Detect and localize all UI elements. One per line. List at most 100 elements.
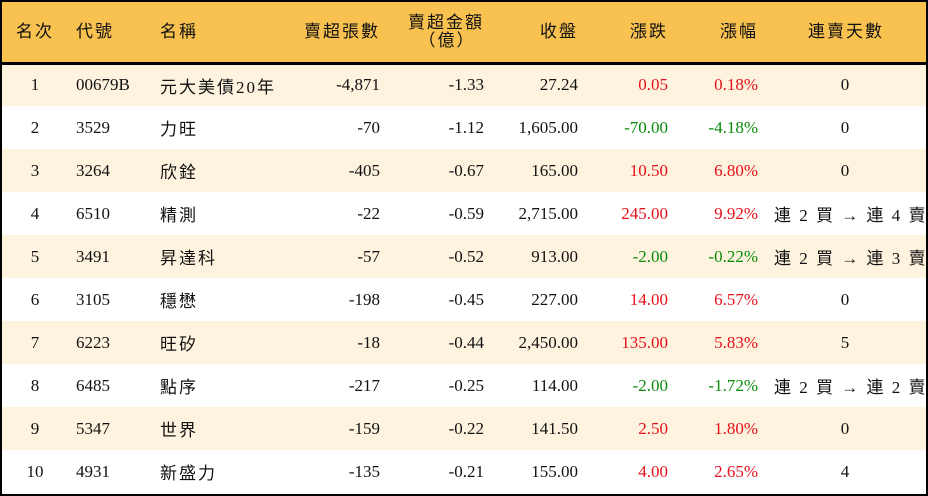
cell-close: 165.00 xyxy=(531,160,578,180)
cell-rank: 5 xyxy=(30,246,40,266)
cell-net-sell-lots: -198 xyxy=(348,289,380,309)
cell-change-pct: 0.18% xyxy=(714,75,758,95)
table-row: 5 3491 昇達科 -57 -0.52 913.00 -2.00 -0.22%… xyxy=(2,235,926,278)
cell-rank: 6 xyxy=(30,289,40,309)
cell-change-pct: -4.18% xyxy=(708,117,758,137)
cell-rank: 7 xyxy=(30,332,40,352)
cell-net-sell-amount: -1.12 xyxy=(448,117,484,137)
cell-close: 155.00 xyxy=(531,461,578,481)
table-row: 2 3529 力旺 -70 -1.12 1,605.00 -70.00 -4.1… xyxy=(2,106,926,149)
cell-close: 913.00 xyxy=(531,246,578,266)
cell-net-sell-lots: -4,871 xyxy=(336,75,380,95)
cell-rank: 4 xyxy=(30,203,40,223)
cell-code: 00679B xyxy=(76,75,130,95)
table-row: 10 4931 新盛力 -135 -0.21 155.00 4.00 2.65%… xyxy=(2,450,926,493)
cell-name: 穩懋 xyxy=(160,292,198,311)
header-net-sell-amount: 賣超金額 （億） xyxy=(388,2,492,65)
cell-name: 元大美債20年 xyxy=(160,77,276,97)
cell-rank: 1 xyxy=(30,75,40,95)
cell-net-sell-lots: -135 xyxy=(348,461,380,481)
header-net-sell-amount-label: 賣超金額 xyxy=(408,12,484,32)
cell-name: 欣銓 xyxy=(160,163,198,182)
cell-close: 2,450.00 xyxy=(518,332,579,352)
table-row: 4 6510 精測 -22 -0.59 2,715.00 245.00 9.92… xyxy=(2,192,926,235)
cell-change-pct: -0.22% xyxy=(708,246,758,266)
table-row: 3 3264 欣銓 -405 -0.67 165.00 10.50 6.80% … xyxy=(2,149,926,192)
table-row: 8 6485 點序 -217 -0.25 114.00 -2.00 -1.72%… xyxy=(2,364,926,407)
cell-rank: 10 xyxy=(26,461,44,481)
cell-net-sell-lots: -159 xyxy=(348,418,380,438)
cell-change-pct: 1.80% xyxy=(714,418,758,438)
cell-change-pct: 2.65% xyxy=(714,461,758,481)
cell-net-sell-amount: -0.59 xyxy=(448,203,484,223)
cell-change: 0.05 xyxy=(638,75,668,95)
header-net-sell-amount-unit: （億） xyxy=(418,30,476,50)
cell-change: 14.00 xyxy=(629,289,668,309)
header-net-sell-lots: 賣超張數 xyxy=(290,2,388,65)
table-row: 6 3105 穩懋 -198 -0.45 227.00 14.00 6.57% … xyxy=(2,278,926,321)
table-row: 9 5347 世界 -159 -0.22 141.50 2.50 1.80% 0 xyxy=(2,407,926,450)
cell-net-sell-lots: -22 xyxy=(357,203,380,223)
cell-net-sell-lots: -405 xyxy=(348,160,380,180)
table-row: 7 6223 旺矽 -18 -0.44 2,450.00 135.00 5.83… xyxy=(2,321,926,364)
cell-close: 1,605.00 xyxy=(518,117,579,137)
cell-consecutive-sell-days: 連 2 買 → 連 3 賣 xyxy=(774,249,928,268)
cell-net-sell-amount: -1.33 xyxy=(448,75,484,95)
cell-code: 3105 xyxy=(76,289,110,309)
cell-code: 3264 xyxy=(76,160,110,180)
header-change: 漲跌 xyxy=(586,2,676,65)
cell-close: 141.50 xyxy=(531,418,578,438)
cell-net-sell-amount: -0.22 xyxy=(448,418,484,438)
cell-rank: 3 xyxy=(30,160,40,180)
cell-name: 點序 xyxy=(160,378,198,397)
cell-consecutive-sell-days: 連 2 買 → 連 4 賣 xyxy=(774,206,928,225)
cell-net-sell-lots: -57 xyxy=(357,246,380,266)
cell-code: 3491 xyxy=(76,246,110,266)
cell-code: 6510 xyxy=(76,203,110,223)
cell-name: 力旺 xyxy=(160,120,198,139)
cell-consecutive-sell-days: 0 xyxy=(840,75,852,95)
cell-change: 10.50 xyxy=(629,160,668,180)
cell-net-sell-lots: -18 xyxy=(357,332,380,352)
header-close: 收盤 xyxy=(492,2,586,65)
cell-code: 6223 xyxy=(76,332,110,352)
cell-name: 旺矽 xyxy=(160,335,198,354)
cell-change: 135.00 xyxy=(621,332,668,352)
cell-change-pct: 9.92% xyxy=(714,203,758,223)
header-code: 代號 xyxy=(68,2,150,65)
cell-close: 227.00 xyxy=(531,289,578,309)
cell-code: 6485 xyxy=(76,375,110,395)
cell-name: 世界 xyxy=(160,421,198,440)
cell-consecutive-sell-days: 0 xyxy=(840,160,852,180)
cell-net-sell-lots: -70 xyxy=(357,117,380,137)
cell-code: 5347 xyxy=(76,418,110,438)
cell-consecutive-sell-days: 0 xyxy=(840,289,852,309)
cell-change: 245.00 xyxy=(621,203,668,223)
cell-net-sell-amount: -0.44 xyxy=(448,332,484,352)
cell-rank: 9 xyxy=(30,418,40,438)
cell-close: 27.24 xyxy=(539,75,578,95)
cell-name: 新盛力 xyxy=(160,464,217,483)
cell-change-pct: -1.72% xyxy=(708,375,758,395)
cell-name: 昇達科 xyxy=(160,249,217,268)
header-consecutive-sell-days: 連賣天數 xyxy=(766,2,926,65)
cell-change: -2.00 xyxy=(632,246,668,266)
table-row: 1 00679B 元大美債20年 -4,871 -1.33 27.24 0.05… xyxy=(2,63,926,106)
cell-change-pct: 6.57% xyxy=(714,289,758,309)
cell-change: 4.00 xyxy=(638,461,668,481)
cell-close: 114.00 xyxy=(531,375,578,395)
header-rank: 名次 xyxy=(2,2,68,65)
cell-consecutive-sell-days: 0 xyxy=(840,418,852,438)
cell-name: 精測 xyxy=(160,206,198,225)
cell-close: 2,715.00 xyxy=(518,203,579,223)
cell-code: 4931 xyxy=(76,461,110,481)
header-change-pct: 漲幅 xyxy=(676,2,766,65)
cell-change-pct: 6.80% xyxy=(714,160,758,180)
cell-net-sell-amount: -0.25 xyxy=(448,375,484,395)
table-header-row: 名次 代號 名稱 賣超張數 賣超金額 （億） 收盤 漲跌 漲幅 連賣天數 xyxy=(2,2,926,65)
cell-net-sell-amount: -0.52 xyxy=(448,246,484,266)
cell-net-sell-amount: -0.67 xyxy=(448,160,484,180)
cell-change: 2.50 xyxy=(638,418,668,438)
